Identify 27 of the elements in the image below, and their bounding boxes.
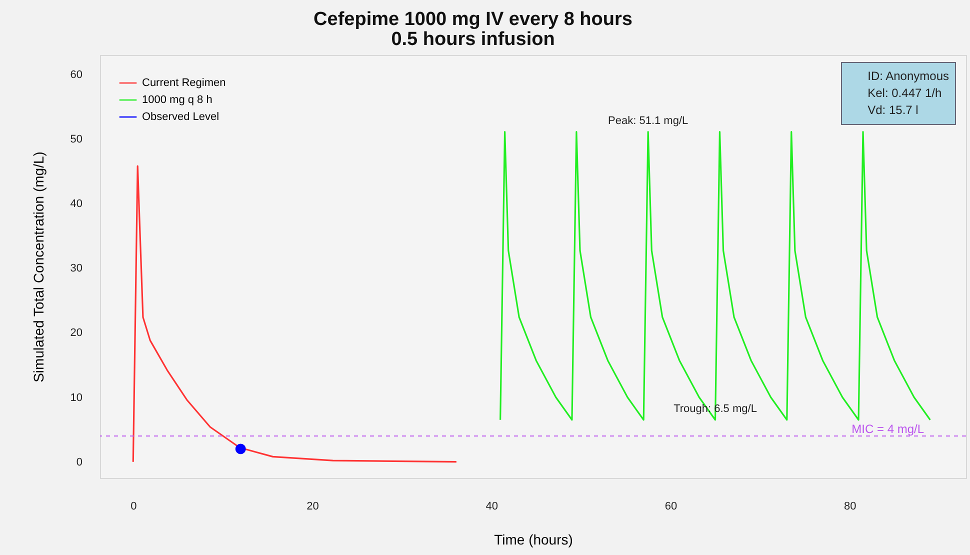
y-tick-label: 10	[70, 392, 82, 404]
y-tick-label: 40	[70, 198, 82, 210]
ref-line-label: MIC = 4 mg/L	[852, 422, 924, 436]
annotation: Peak: 51.1 mg/L	[608, 114, 688, 127]
legend-label: Observed Level	[142, 111, 220, 123]
legend-label: Current Regimen	[142, 77, 226, 89]
y-tick-label: 60	[70, 68, 82, 81]
chart-title: Cefepime 1000 mg IV every 8 hours	[314, 9, 632, 30]
annotation: ID: Anonymous	[868, 68, 949, 85]
annotation: Vd: 15.7 l	[868, 102, 920, 119]
y-tick-label: 30	[70, 262, 82, 275]
line-series	[132, 165, 458, 463]
legend-label: 1000 mg q 8 h	[142, 94, 212, 106]
line-series	[500, 131, 931, 421]
y-tick-label: 20	[70, 327, 82, 340]
x-axis-title: Time (hours)	[494, 532, 573, 548]
y-tick-label: 0	[76, 456, 82, 468]
y-axis-title: Simulated Total Concentration (mg/L)	[30, 152, 46, 382]
y-tick-label: 50	[70, 133, 82, 146]
x-tick-label: 0	[130, 500, 137, 512]
x-tick-label: 80	[844, 500, 856, 512]
chart-subtitle: 0.5 hours infusion	[391, 29, 555, 50]
annotation: Kel: 0.447 1/h	[868, 85, 943, 102]
x-tick-label: 20	[306, 500, 319, 512]
x-tick-label: 40	[486, 500, 498, 512]
x-tick-label: 60	[664, 500, 678, 512]
info-box: ID: Anonymous Kel: 0.447 1/h Vd: 15.7 l	[840, 62, 956, 125]
